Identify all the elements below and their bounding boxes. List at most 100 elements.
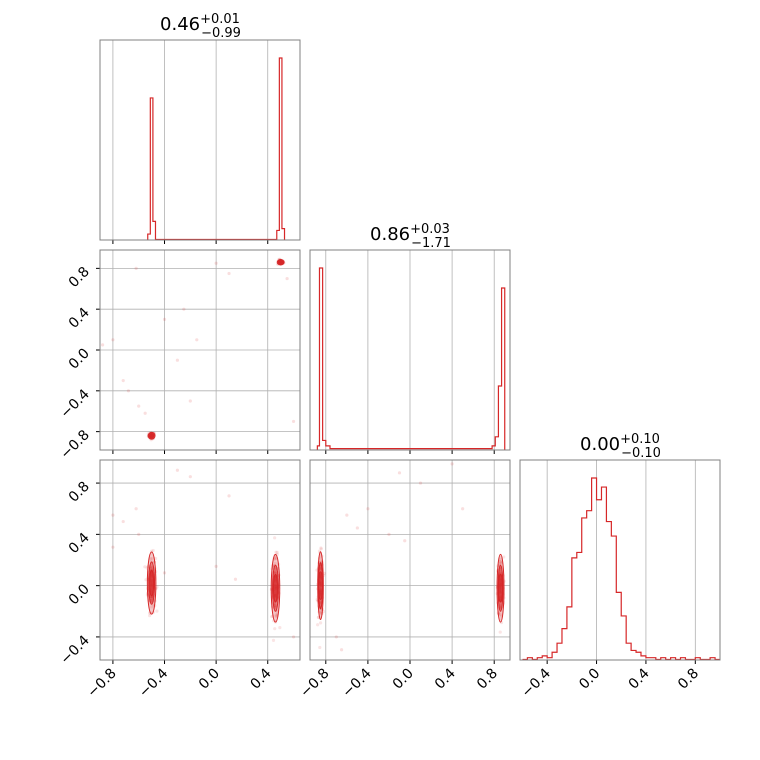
scatter-point [126, 389, 130, 393]
scatter-point [275, 550, 279, 554]
scatter-point [498, 571, 503, 575]
scatter-point [162, 317, 167, 321]
scatter-point [273, 604, 277, 608]
scatter-points [100, 257, 296, 442]
scatter-point [498, 630, 502, 634]
scatter-point [149, 596, 153, 601]
y-tick-label: 0.8 [66, 479, 93, 506]
scatter-point [273, 567, 278, 571]
scatter-point [134, 507, 138, 511]
histogram-step-line [316, 267, 506, 450]
scatter-point [121, 379, 125, 383]
scatter-point [291, 635, 296, 639]
x-tick-label: −0.4 [519, 665, 554, 700]
x-tick-label: 0.0 [390, 666, 417, 693]
scatter-point [100, 343, 105, 347]
scatter-point [137, 404, 141, 408]
x-tick-label: 0.0 [576, 666, 603, 693]
scatter-point [233, 577, 238, 581]
x-tick-label: 0.0 [196, 666, 223, 693]
axes-frame [99, 459, 301, 661]
scatter-point [319, 546, 323, 550]
scatter-point [143, 565, 147, 569]
axes-frame [99, 249, 301, 451]
scatter-point [274, 550, 278, 554]
scatter-point [274, 613, 278, 617]
scatter-point [271, 638, 276, 642]
x-tick-label: −0.8 [297, 666, 332, 701]
scatter-point [403, 539, 407, 543]
y-tick-label: 0.8 [66, 264, 93, 291]
scatter-point [188, 475, 192, 479]
scatter-point [339, 648, 344, 652]
axes-frame [309, 249, 511, 451]
scatter-point [499, 561, 503, 565]
density-contour [278, 260, 284, 264]
scatter-point [111, 338, 115, 342]
scatter-point [270, 615, 274, 619]
scatter-point [319, 609, 323, 613]
panel-scatter-2-0: −0.40.00.40.8−0.8 −0.4 0.0 0.4 [57, 459, 301, 701]
scatter-point [397, 471, 402, 475]
scatter-point [148, 614, 152, 618]
panel-hist-2: 0.00+0.10−0.10 −0.4 0.0 0.4 0.8 [519, 432, 721, 701]
scatter-point [111, 545, 115, 549]
scatter-point [319, 547, 323, 551]
x-tick-label: −0.4 [136, 665, 171, 700]
scatter-point [502, 555, 506, 559]
scatter-point [319, 559, 323, 563]
scatter-point [319, 621, 323, 625]
panel-title: 0.46+0.01 [160, 12, 240, 35]
scatter-point [149, 557, 153, 561]
scatter-point [273, 605, 277, 609]
scatter-point [175, 358, 180, 362]
scatter-point [143, 411, 147, 415]
panel-scatter-2-1: −0.8 −0.4 0.0 0.4 0.8 [297, 459, 511, 701]
scatter-point [274, 556, 278, 560]
scatter-point [134, 266, 138, 270]
scatter-point [273, 536, 277, 540]
scatter-point [150, 605, 154, 609]
scatter-point [273, 561, 277, 565]
density-contour [149, 433, 155, 438]
scatter-point [227, 494, 231, 498]
scatter-point [188, 399, 192, 403]
scatter-point [285, 276, 289, 281]
scatter-point [227, 271, 231, 276]
scatter-point [274, 570, 278, 574]
x-tick-label: 0.4 [432, 665, 459, 692]
axes-frame [309, 459, 511, 661]
scatter-point [175, 468, 180, 472]
scatter-point [322, 571, 327, 575]
scatter-point [144, 578, 148, 582]
histogram-step-line [522, 477, 720, 660]
scatter-point [498, 571, 502, 575]
scatter-point [450, 462, 454, 466]
scatter-point [498, 612, 502, 616]
panel-title: 0.00+0.10 [580, 432, 660, 455]
scatter-point [150, 596, 154, 601]
y-tick-label: 0.4 [66, 530, 93, 557]
scatter-point [291, 419, 296, 424]
scatter-point [316, 623, 320, 627]
scatter-point [498, 560, 502, 564]
scatter-point [274, 605, 278, 609]
scatter-point [273, 603, 277, 607]
scatter-point [214, 564, 218, 569]
scatter-point [149, 566, 153, 571]
scatter-point [195, 338, 199, 342]
x-tick-label: 0.4 [248, 665, 275, 692]
x-tick-label: 0.8 [474, 666, 501, 693]
x-tick-label: 0.4 [626, 665, 653, 692]
scatter-point [418, 481, 423, 485]
scatter-point [355, 526, 359, 530]
scatter-point [345, 513, 349, 517]
y-tick-label: −0.4 [57, 386, 92, 421]
scatter-point [318, 645, 322, 650]
scatter-point [278, 626, 282, 630]
scatter-point [121, 519, 125, 524]
scatter-point [150, 557, 154, 561]
scatter-point [151, 548, 155, 553]
scatter-point [111, 513, 115, 517]
